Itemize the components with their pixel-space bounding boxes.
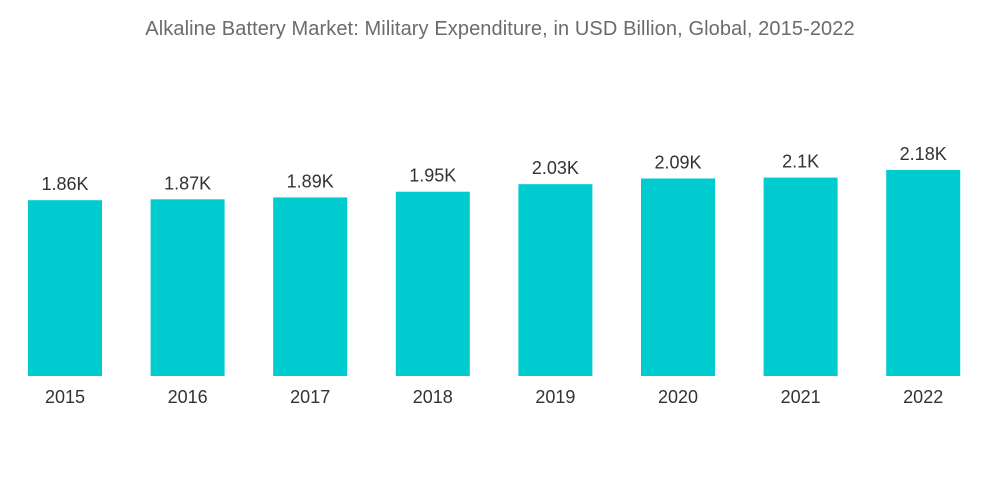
bar-2015 — [28, 200, 102, 376]
bar-2016 — [150, 199, 225, 376]
bar-2021 — [763, 177, 838, 376]
data-label-2017: 1.89K — [287, 171, 334, 191]
bar-2018 — [395, 191, 470, 376]
data-label-2020: 2.09K — [654, 153, 701, 173]
bar-2020 — [641, 178, 715, 376]
data-label-2021: 2.1K — [782, 152, 819, 172]
data-label-2022: 2.18K — [900, 144, 947, 164]
chart-title: Alkaline Battery Market: Military Expend… — [145, 18, 855, 40]
x-tick-label-2015: 2015 — [45, 387, 85, 407]
bar-2017 — [273, 197, 348, 376]
bar-2022 — [886, 170, 961, 376]
data-label-2015: 1.86K — [41, 174, 88, 194]
x-tick-label-2016: 2016 — [168, 387, 208, 407]
x-tick-label-2022: 2022 — [903, 387, 943, 407]
data-label-2018: 1.95K — [409, 166, 456, 186]
x-tick-label-2017: 2017 — [290, 387, 330, 407]
data-label-2019: 2.03K — [532, 158, 579, 178]
bar-2019 — [518, 184, 593, 376]
x-tick-label-2021: 2021 — [781, 387, 821, 407]
data-label-2016: 1.87K — [164, 173, 211, 193]
x-tick-label-2020: 2020 — [658, 387, 698, 407]
x-tick-label-2018: 2018 — [413, 387, 453, 407]
x-tick-label-2019: 2019 — [535, 387, 575, 407]
